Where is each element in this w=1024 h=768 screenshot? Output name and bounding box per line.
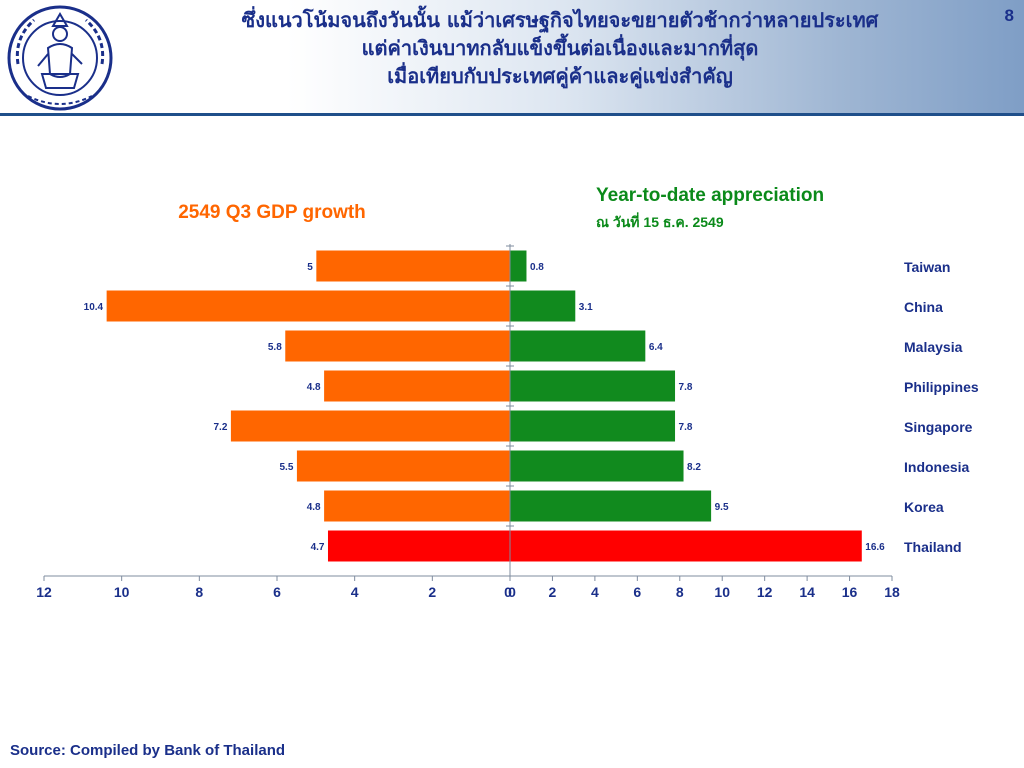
appreciation-x-tick-label: 2 [549,584,557,600]
gdp-bar-china [105,289,511,323]
gdp-bar-thailand [326,529,511,563]
appreciation-x-tick-label: 16 [842,584,858,600]
gdp-x-tick-label: 2 [428,584,436,600]
appreciation-data-label-korea: 9.5 [715,502,729,513]
appreciation-bar-china [509,289,577,323]
appreciation-data-label-thailand: 16.6 [865,542,885,553]
gdp-bar-taiwan [315,249,511,283]
gdp-bar-singapore [229,409,511,443]
appreciation-x-tick-label: 10 [714,584,730,600]
appreciation-data-label-philippines: 7.8 [679,382,693,393]
country-label-china: China [904,299,943,315]
gdp-data-label-china: 10.4 [84,302,104,313]
appreciation-data-label-singapore: 7.8 [679,422,693,433]
appreciation-bar-indonesia [509,449,685,483]
appreciation-data-label-indonesia: 8.2 [687,462,701,473]
title-line-1: ซึ่งแนวโน้มจนถึงวันนั้น แม้ว่าเศรษฐกิจไท… [241,8,879,32]
gdp-x-tick-label: 4 [351,584,359,600]
title-line-2: แต่ค่าเงินบาทกลับแข็งขึ้นต่อเนื่องและมาก… [361,36,759,60]
appreciation-data-label-taiwan: 0.8 [530,262,544,273]
gdp-data-label-indonesia: 5.5 [280,462,294,473]
appreciation-x-tick-label: 14 [799,584,815,600]
appreciation-bar-malaysia [509,329,647,363]
header-rule [0,113,1024,116]
gdp-chart-title: 2549 Q3 GDP growth [178,202,366,223]
appreciation-data-label-china: 3.1 [579,302,593,313]
appreciation-bar-korea [509,489,713,523]
page-number: 8 [1004,6,1014,25]
appreciation-x-tick-label: 6 [633,584,641,600]
gdp-data-label-thailand: 4.7 [311,542,325,553]
gdp-data-label-malaysia: 5.8 [268,342,282,353]
appreciation-x-tick-label: 12 [757,584,773,600]
header-banner [0,0,1024,114]
gdp-bar-malaysia [284,329,511,363]
appreciation-x-tick-label: 0 [508,584,516,600]
appreciation-bar-thailand [509,529,863,563]
gdp-x-tick-label: 8 [195,584,203,600]
slide-title: ซึ่งแนวโน้มจนถึงวันนั้น แม้ว่าเศรษฐกิจไท… [130,6,990,90]
appreciation-data-label-malaysia: 6.4 [649,342,663,353]
gdp-x-tick-label: 0 [504,584,512,600]
title-line-3: เมื่อเทียบกับประเทศคู่ค้าและคู่แข่งสำคัญ [387,64,733,88]
country-label-malaysia: Malaysia [904,339,963,355]
gdp-bar-korea [323,489,511,523]
gdp-data-label-singapore: 7.2 [213,422,227,433]
country-label-taiwan: Taiwan [904,259,950,275]
country-label-singapore: Singapore [904,419,973,435]
appreciation-bar-philippines [509,369,677,403]
gdp-bar-indonesia [295,449,511,483]
country-label-philippines: Philippines [904,379,979,395]
gdp-data-label-taiwan: 5 [307,262,313,273]
source-note: Source: Compiled by Bank of Thailand [10,742,286,759]
appreciation-bar-singapore [509,409,677,443]
gdp-x-tick-label: 12 [36,584,52,600]
appreciation-bar-taiwan [509,249,528,283]
bank-of-thailand-seal [7,5,113,111]
appreciation-x-tick-label: 8 [676,584,684,600]
appreciation-chart-title: Year-to-date appreciation [596,185,824,206]
country-label-thailand: Thailand [904,539,962,555]
appreciation-x-tick-label: 18 [884,584,900,600]
gdp-data-label-philippines: 4.8 [307,382,321,393]
country-label-indonesia: Indonesia [904,459,970,475]
gdp-bar-philippines [323,369,511,403]
country-label-korea: Korea [904,499,944,515]
appreciation-chart-subtitle: ณ วันที่ 15 ธ.ค. 2549 [596,212,724,230]
gdp-x-tick-label: 6 [273,584,281,600]
appreciation-x-tick-label: 4 [591,584,599,600]
gdp-x-tick-label: 10 [114,584,130,600]
gdp-data-label-korea: 4.8 [307,502,321,513]
